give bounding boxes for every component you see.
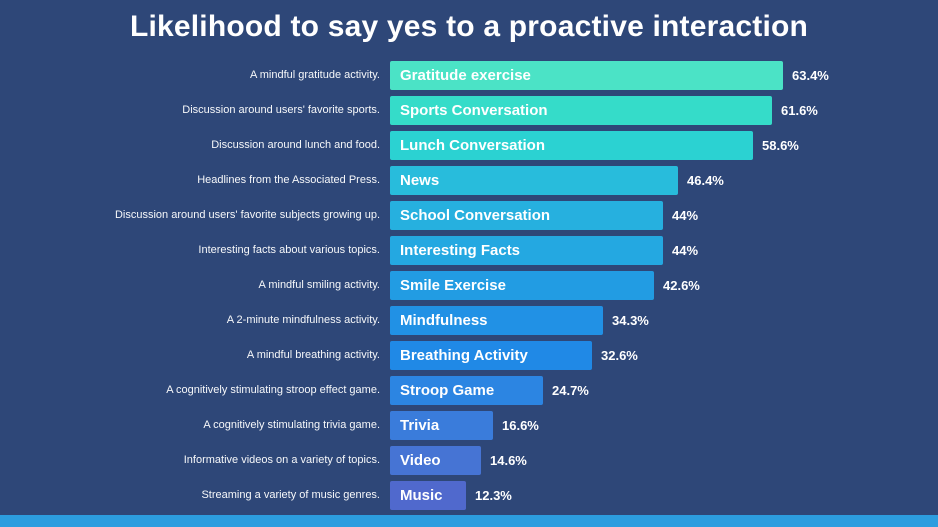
row-description: Discussion around users' favorite subjec…	[114, 209, 380, 222]
value-label: 24.7%	[552, 383, 589, 398]
bar-label: Mindfulness	[400, 312, 488, 329]
value-label: 44%	[672, 243, 699, 258]
value-label: 58.6%	[762, 138, 799, 153]
chart-row: Discussion around users' favorite subjec…	[0, 201, 938, 230]
chart-row: A mindful breathing activity. Breathing …	[0, 341, 938, 370]
row-description: Headlines from the Associated Press.	[197, 174, 380, 187]
value-label: 32.6%	[601, 348, 638, 363]
bar: Video	[390, 446, 481, 475]
bar-label: Gratitude exercise	[400, 67, 531, 84]
chart-row: A mindful gratitude activity. Gratitude …	[0, 61, 938, 90]
page-title: Likelihood to say yes to a proactive int…	[129, 10, 809, 43]
bar-label: Interesting Facts	[400, 242, 521, 259]
row-description: A mindful smiling activity.	[258, 279, 380, 292]
bar: Mindfulness	[390, 306, 603, 335]
bar: Sports Conversation	[390, 96, 772, 125]
bar-label: Stroop Game	[400, 382, 495, 399]
value-label: 46.4%	[687, 173, 724, 188]
bar-label: Lunch Conversation	[400, 137, 546, 154]
value-label: 34.3%	[612, 313, 649, 328]
chart-row: Discussion around lunch and food. Lunch …	[0, 131, 938, 160]
row-description: Streaming a variety of music genres.	[201, 489, 380, 502]
bar: Gratitude exercise	[390, 61, 783, 90]
bar: Stroop Game	[390, 376, 543, 405]
bar-label: Breathing Activity	[400, 347, 528, 364]
bar-label: Video	[400, 452, 441, 469]
bar-label: Sports Conversation	[400, 102, 548, 119]
chart-row: Headlines from the Associated Press. New…	[0, 166, 938, 195]
chart-row: Streaming a variety of music genres. Mus…	[0, 481, 938, 510]
row-description: Interesting facts about various topics.	[198, 244, 380, 257]
chart-row: Interesting facts about various topics. …	[0, 236, 938, 265]
row-description: A mindful gratitude activity.	[249, 69, 380, 82]
chart-row: A cognitively stimulating trivia game. T…	[0, 411, 938, 440]
bar-label: Music	[400, 487, 443, 504]
chart-row: A cognitively stimulating stroop effect …	[0, 376, 938, 405]
bar: Trivia	[390, 411, 493, 440]
value-label: 42.6%	[663, 278, 700, 293]
value-label: 63.4%	[792, 68, 829, 83]
chart-row: Informative videos on a variety of topic…	[0, 446, 938, 475]
row-description: A 2-minute mindfulness activity.	[226, 314, 380, 327]
value-label: 61.6%	[781, 103, 818, 118]
chart-row: Discussion around users' favorite sports…	[0, 96, 938, 125]
value-label: 16.6%	[502, 418, 539, 433]
row-description: A cognitively stimulating stroop effect …	[166, 384, 380, 397]
bar: Lunch Conversation	[390, 131, 753, 160]
bar-label: Trivia	[400, 417, 440, 434]
bar-label: School Conversation	[400, 207, 551, 224]
bar: Music	[390, 481, 466, 510]
row-description: Informative videos on a variety of topic…	[183, 454, 380, 467]
row-description: Discussion around users' favorite sports…	[182, 104, 380, 117]
bar-chart: A mindful gratitude activity. Gratitude …	[0, 61, 938, 516]
bar-label: Smile Exercise	[400, 277, 506, 294]
bar: Smile Exercise	[390, 271, 654, 300]
value-label: 12.3%	[475, 488, 512, 503]
bar: Breathing Activity	[390, 341, 592, 370]
value-label: 14.6%	[490, 453, 527, 468]
bar-label: News	[400, 172, 440, 189]
row-description: A cognitively stimulating trivia game.	[203, 419, 380, 432]
row-description: Discussion around lunch and food.	[211, 139, 380, 152]
chart-row: A mindful smiling activity. Smile Exerci…	[0, 271, 938, 300]
row-description: A mindful breathing activity.	[246, 349, 380, 362]
value-label: 44%	[672, 208, 699, 223]
bar: News	[390, 166, 678, 195]
footer-bar	[0, 515, 938, 527]
chart-row: A 2-minute mindfulness activity. Mindful…	[0, 306, 938, 335]
bar: School Conversation	[390, 201, 663, 230]
bar: Interesting Facts	[390, 236, 663, 265]
